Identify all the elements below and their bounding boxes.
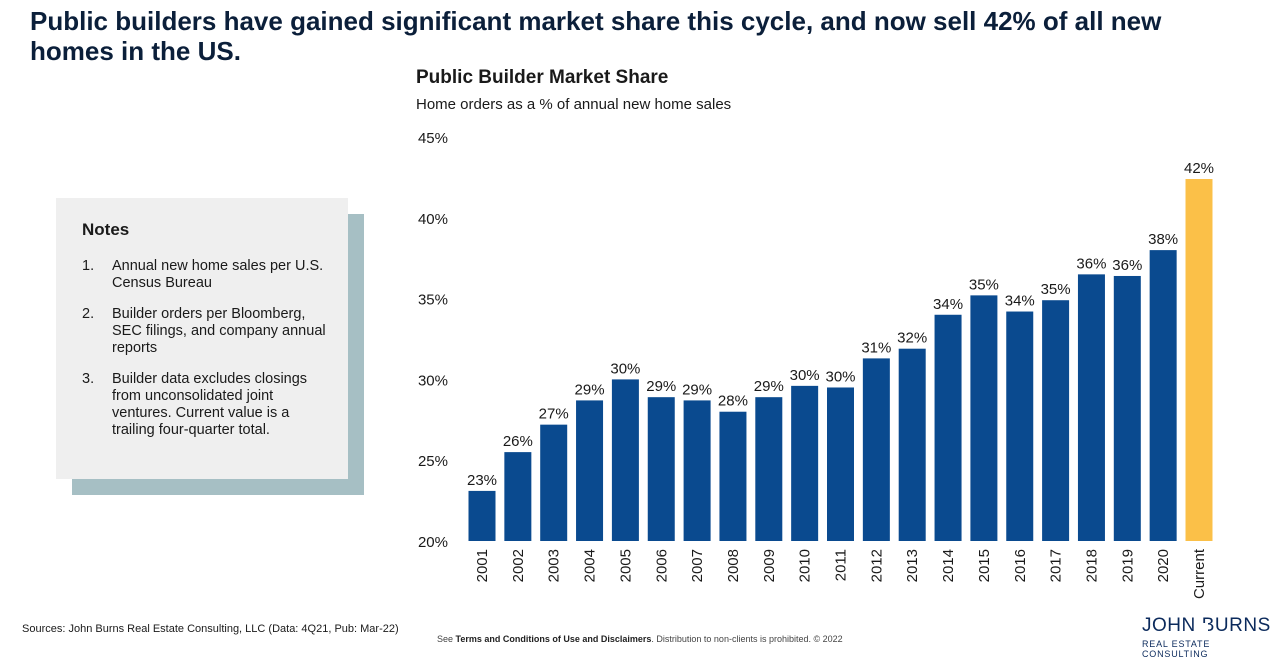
disclaimer-suffix: . Distribution to non-clients is prohibi…: [651, 634, 843, 644]
x-tick-label: 2007: [689, 549, 706, 582]
y-tick-label: 30%: [418, 372, 448, 389]
data-label: 30%: [790, 367, 820, 384]
bar: [1077, 274, 1105, 541]
x-tick-label: 2001: [474, 549, 491, 582]
note-text: Annual new home sales per U.S. Census Bu…: [112, 258, 324, 291]
page-headline: Public builders have gained significant …: [30, 6, 1162, 66]
notes-list: 1. Annual new home sales per U.S. Census…: [82, 258, 326, 439]
chart-title: Public Builder Market Share: [416, 67, 669, 88]
bar: [1042, 300, 1070, 541]
note-item: 1. Annual new home sales per U.S. Census…: [82, 258, 326, 292]
bar: [827, 387, 854, 541]
y-tick-label: 40%: [418, 211, 448, 228]
bar-chart: 20% 25% 30% 35% 40% 45% 23% 2001 26% 2002 27% 2003 2…: [418, 130, 1214, 599]
bar: [1113, 275, 1141, 541]
bar: [1149, 250, 1177, 541]
disclaimer-prefix: See: [437, 634, 456, 644]
data-label: 28%: [718, 393, 748, 410]
bar: [647, 397, 675, 541]
data-label: 26%: [503, 433, 533, 450]
x-tick-label: 2010: [797, 549, 814, 582]
x-tick-label: 2016: [1012, 549, 1029, 582]
data-label: 29%: [754, 378, 784, 395]
notes-panel: Notes 1. Annual new home sales per U.S. …: [56, 198, 348, 479]
bar: [970, 295, 998, 541]
bar: [898, 348, 926, 541]
data-label: 35%: [1041, 281, 1071, 298]
data-label: 30%: [610, 360, 640, 377]
bar: [934, 314, 962, 541]
x-tick-label: 2011: [833, 549, 850, 581]
x-tick-label: 2004: [582, 549, 599, 582]
bar: [719, 411, 747, 541]
logo-wordmark: JOHN BURNS: [1142, 615, 1270, 636]
bar: [576, 400, 604, 541]
data-label: 42%: [1184, 160, 1214, 177]
company-logo: JOHN BURNS REAL ESTATE CONSULTING: [1142, 615, 1270, 659]
y-tick-label: 45%: [418, 130, 448, 147]
data-label: 27%: [539, 406, 569, 423]
note-text: Builder orders per Bloomberg, SEC filing…: [112, 306, 326, 356]
y-tick-label: 20%: [418, 534, 448, 551]
data-label: 35%: [969, 276, 999, 293]
x-tick-label: 2006: [653, 549, 670, 582]
data-label: 29%: [682, 381, 712, 398]
x-tick-label: 2013: [904, 549, 921, 582]
bar: [540, 424, 568, 541]
data-label: 36%: [1112, 257, 1142, 274]
logo-word-left: JOHN: [1142, 615, 1196, 636]
data-label: 32%: [897, 330, 927, 347]
data-label: 29%: [575, 381, 605, 398]
data-label: 36%: [1076, 255, 1106, 272]
x-tick-label: 2012: [868, 549, 885, 582]
bar: [1006, 311, 1034, 541]
note-item: 3. Builder data excludes closings from u…: [82, 371, 326, 439]
data-label: 23%: [467, 472, 497, 489]
bar: [1185, 179, 1213, 541]
x-tick-label: 2008: [725, 549, 742, 582]
x-tick-label: Current: [1191, 548, 1208, 599]
logo-word-right: BURNS: [1201, 615, 1271, 636]
y-tick-label: 35%: [418, 292, 448, 309]
bar: [862, 358, 890, 541]
data-label: 38%: [1148, 231, 1178, 248]
bar: [611, 379, 639, 541]
x-tick-label: 2015: [976, 549, 993, 582]
sources-note: Sources: John Burns Real Estate Consulti…: [22, 623, 399, 635]
x-tick-label: 2017: [1048, 549, 1065, 582]
chart-subtitle: Home orders as a % of annual new home sa…: [416, 96, 732, 113]
x-tick-label: 2005: [617, 549, 634, 582]
note-number: 2.: [82, 306, 95, 322]
bar: [755, 397, 783, 541]
x-tick-label: 2002: [510, 549, 527, 582]
bar: [683, 400, 711, 541]
y-tick-label: 25%: [418, 453, 448, 470]
x-tick-label: 2014: [940, 549, 957, 582]
note-number: 3.: [82, 371, 95, 387]
bar: [468, 490, 496, 541]
bar: [791, 385, 819, 541]
bar: [504, 452, 532, 541]
data-label: 34%: [933, 296, 963, 313]
x-tick-label: 2009: [761, 549, 778, 582]
data-label: 30%: [825, 368, 855, 385]
x-tick-label: 2020: [1155, 549, 1172, 582]
disclaimer: See Terms and Conditions of Use and Disc…: [437, 634, 843, 644]
x-tick-label: 2019: [1119, 549, 1136, 582]
x-tick-label: 2018: [1083, 549, 1100, 582]
data-label: 34%: [1005, 293, 1035, 310]
note-item: 2. Builder orders per Bloomberg, SEC fil…: [82, 306, 326, 357]
note-text: Builder data excludes closings from unco…: [112, 371, 308, 438]
x-tick-label: 2003: [546, 549, 563, 582]
note-number: 1.: [82, 258, 95, 274]
terms-link[interactable]: Terms and Conditions of Use and Disclaim…: [455, 634, 652, 644]
notes-title: Notes: [82, 220, 130, 239]
data-label: 29%: [646, 378, 676, 395]
logo-tagline: REAL ESTATE CONSULTING: [1142, 639, 1211, 659]
data-label: 31%: [861, 339, 891, 356]
